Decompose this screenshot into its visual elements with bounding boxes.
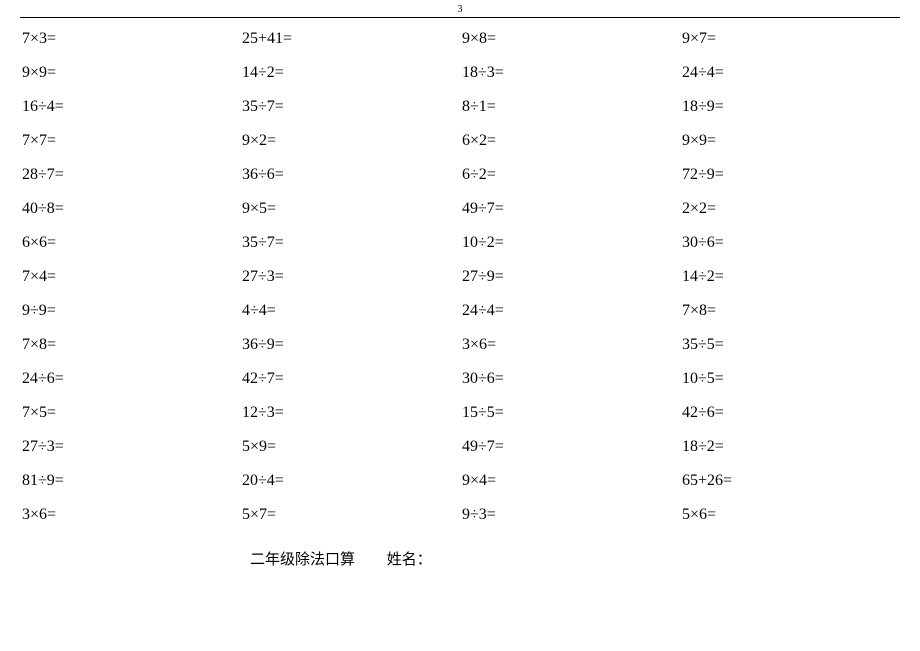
footer-title: 二年级除法口算 bbox=[250, 548, 355, 569]
problem-cell: 6÷2= bbox=[460, 166, 680, 184]
problem-cell: 25+41= bbox=[240, 30, 460, 48]
problem-cell: 42÷7= bbox=[240, 370, 460, 388]
footer: 二年级除法口算 姓名： bbox=[20, 548, 900, 569]
problem-cell: 14÷2= bbox=[680, 268, 900, 286]
problem-cell: 7×5= bbox=[20, 404, 240, 422]
problem-cell: 9×9= bbox=[20, 64, 240, 82]
problem-cell: 35÷7= bbox=[240, 234, 460, 252]
problem-cell: 9÷9= bbox=[20, 302, 240, 320]
problem-cell: 36÷9= bbox=[240, 336, 460, 354]
problem-cell: 20÷4= bbox=[240, 472, 460, 490]
problem-cell: 6×2= bbox=[460, 132, 680, 150]
problem-cell: 5×7= bbox=[240, 506, 460, 524]
horizontal-rule bbox=[20, 17, 900, 18]
problem-cell: 7×8= bbox=[680, 302, 900, 320]
problem-cell: 42÷6= bbox=[680, 404, 900, 422]
problem-cell: 5×9= bbox=[240, 438, 460, 456]
problem-cell: 7×8= bbox=[20, 336, 240, 354]
problem-cell: 9÷3= bbox=[460, 506, 680, 524]
problem-cell: 9×7= bbox=[680, 30, 900, 48]
problem-cell: 7×4= bbox=[20, 268, 240, 286]
problem-cell: 36÷6= bbox=[240, 166, 460, 184]
problem-cell: 49÷7= bbox=[460, 438, 680, 456]
problem-cell: 9×5= bbox=[240, 200, 460, 218]
problem-cell: 81÷9= bbox=[20, 472, 240, 490]
problem-cell: 15÷5= bbox=[460, 404, 680, 422]
problem-cell: 10÷5= bbox=[680, 370, 900, 388]
problem-cell: 2×2= bbox=[680, 200, 900, 218]
problem-cell: 4÷4= bbox=[240, 302, 460, 320]
problem-cell: 8÷1= bbox=[460, 98, 680, 116]
problem-cell: 49÷7= bbox=[460, 200, 680, 218]
problem-cell: 40÷8= bbox=[20, 200, 240, 218]
problem-cell: 24÷4= bbox=[680, 64, 900, 82]
problem-cell: 3×6= bbox=[460, 336, 680, 354]
problem-cell: 35÷7= bbox=[240, 98, 460, 116]
problem-cell: 30÷6= bbox=[460, 370, 680, 388]
problem-cell: 3×6= bbox=[20, 506, 240, 524]
problem-cell: 24÷4= bbox=[460, 302, 680, 320]
problem-cell: 9×9= bbox=[680, 132, 900, 150]
problem-cell: 9×8= bbox=[460, 30, 680, 48]
problem-cell: 35÷5= bbox=[680, 336, 900, 354]
problem-cell: 18÷9= bbox=[680, 98, 900, 116]
problem-cell: 72÷9= bbox=[680, 166, 900, 184]
problem-cell: 5×6= bbox=[680, 506, 900, 524]
problem-grid: 7×3=25+41=9×8=9×7=9×9=14÷2=18÷3=24÷4=16÷… bbox=[20, 30, 900, 524]
problem-cell: 7×7= bbox=[20, 132, 240, 150]
problem-cell: 12÷3= bbox=[240, 404, 460, 422]
problem-cell: 14÷2= bbox=[240, 64, 460, 82]
problem-cell: 27÷9= bbox=[460, 268, 680, 286]
problem-cell: 10÷2= bbox=[460, 234, 680, 252]
problem-cell: 6×6= bbox=[20, 234, 240, 252]
problem-cell: 18÷2= bbox=[680, 438, 900, 456]
problem-cell: 16÷4= bbox=[20, 98, 240, 116]
problem-cell: 18÷3= bbox=[460, 64, 680, 82]
problem-cell: 65+26= bbox=[680, 472, 900, 490]
problem-cell: 27÷3= bbox=[240, 268, 460, 286]
footer-name-label: 姓名： bbox=[387, 548, 432, 569]
page-number: 3 bbox=[20, 0, 900, 17]
problem-cell: 9×2= bbox=[240, 132, 460, 150]
problem-cell: 28÷7= bbox=[20, 166, 240, 184]
problem-cell: 27÷3= bbox=[20, 438, 240, 456]
problem-cell: 24÷6= bbox=[20, 370, 240, 388]
problem-cell: 30÷6= bbox=[680, 234, 900, 252]
problem-cell: 7×3= bbox=[20, 30, 240, 48]
problem-cell: 9×4= bbox=[460, 472, 680, 490]
